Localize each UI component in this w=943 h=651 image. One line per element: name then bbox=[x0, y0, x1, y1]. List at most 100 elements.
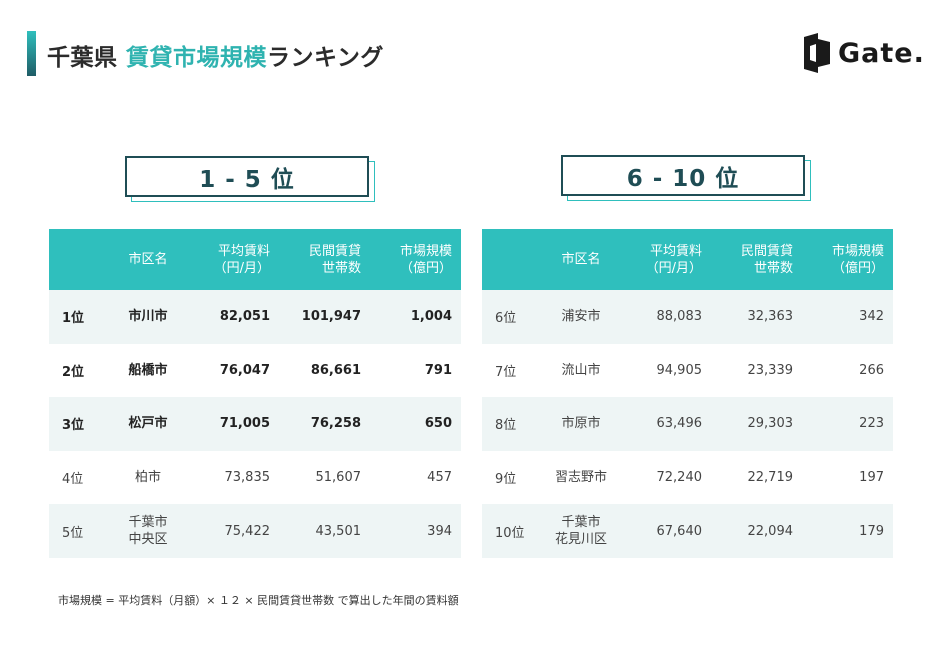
market-cell: 1,004 bbox=[370, 290, 461, 344]
rent-cell: 88,083 bbox=[620, 290, 711, 344]
table-header-row: 市区名 平均賃料 （円/月） 民間賃貸 世帯数 市場規模 （億円） bbox=[49, 229, 461, 290]
gate-logo-icon bbox=[804, 33, 830, 73]
households-cell: 32,363 bbox=[711, 290, 802, 344]
header-rent: 平均賃料 （円/月） bbox=[620, 229, 711, 290]
header-households-line2: 世帯数 bbox=[321, 260, 361, 276]
city-line2: 中央区 bbox=[128, 532, 168, 548]
title-prefix: 千葉県 bbox=[47, 45, 118, 71]
table-row: 6位 浦安市 88,083 32,363 342 bbox=[482, 290, 893, 344]
header-households: 民間賃貸 世帯数 bbox=[279, 229, 370, 290]
table-row: 8位 市原市 63,496 29,303 223 bbox=[482, 397, 893, 451]
city-cell: 浦安市 bbox=[542, 290, 620, 344]
table-row: 10位 千葉市 花見川区 67,640 22,094 179 bbox=[482, 504, 893, 558]
market-cell: 179 bbox=[802, 504, 893, 558]
table-row: 3位 松戸市 71,005 76,258 650 bbox=[49, 397, 461, 451]
city-cell: 千葉市 中央区 bbox=[109, 504, 187, 558]
title-suffix: ランキング bbox=[267, 45, 384, 71]
rent-cell: 75,422 bbox=[187, 504, 279, 558]
section-label-right: 6 - 10 位 bbox=[561, 155, 811, 201]
header-market: 市場規模 （億円） bbox=[802, 229, 893, 290]
header-rank bbox=[482, 229, 542, 290]
city-cell: 松戸市 bbox=[109, 397, 187, 451]
ranking-table-right: 市区名 平均賃料 （円/月） 民間賃貸 世帯数 市場規模 （億円） 6位 浦安市 88… bbox=[482, 229, 893, 558]
city-cell: 習志野市 bbox=[554, 470, 607, 486]
header-market-line2: （億円） bbox=[831, 260, 884, 276]
header-market: 市場規模 （億円） bbox=[370, 229, 461, 290]
ranking-table-left: 市区名 平均賃料 （円/月） 民間賃貸 世帯数 市場規模 （億円） 1位 市川市 82… bbox=[49, 229, 461, 558]
table-header-row: 市区名 平均賃料 （円/月） 民間賃貸 世帯数 市場規模 （億円） bbox=[482, 229, 893, 290]
rank-cell: 2位 bbox=[62, 364, 85, 380]
rank-cell: 5位 bbox=[49, 504, 109, 558]
market-cell: 342 bbox=[802, 290, 893, 344]
title-highlight: 賃貸市場規模 bbox=[126, 45, 268, 71]
rank-cell: 1位 bbox=[49, 290, 109, 344]
households-cell: 23,339 bbox=[747, 362, 794, 378]
households-cell: 101,947 bbox=[279, 290, 370, 344]
rank-cell: 10位 bbox=[482, 504, 542, 558]
city-cell: 市原市 bbox=[542, 397, 620, 451]
city-cell: 船橋市 bbox=[128, 362, 168, 378]
rent-cell: 72,240 bbox=[656, 470, 703, 486]
rent-cell: 71,005 bbox=[187, 397, 279, 451]
section-label-text: 6 - 10 位 bbox=[561, 155, 805, 196]
header-rent-line1: 平均賃料 bbox=[649, 243, 702, 259]
market-cell: 457 bbox=[427, 470, 452, 486]
table-row: 5位 千葉市 中央区 75,422 43,501 394 bbox=[49, 504, 461, 558]
header-households-line1: 民間賃貸 bbox=[308, 243, 361, 259]
market-cell: 650 bbox=[370, 397, 461, 451]
header-market-line1: 市場規模 bbox=[831, 243, 884, 259]
rank-cell: 7位 bbox=[495, 364, 517, 380]
rent-cell: 82,051 bbox=[187, 290, 279, 344]
table-row: 7位 流山市 94,905 23,339 266 bbox=[482, 344, 893, 398]
page-title: 千葉県 賃貸市場規模ランキング bbox=[47, 38, 384, 72]
header-city: 市区名 bbox=[109, 229, 187, 290]
rank-cell: 4位 bbox=[62, 472, 84, 488]
header-households-line2: 世帯数 bbox=[753, 260, 793, 276]
households-cell: 22,719 bbox=[747, 470, 794, 486]
city-cell: 市川市 bbox=[109, 290, 187, 344]
logo-text: Gate. bbox=[838, 37, 925, 69]
section-label-left: 1 - 5 位 bbox=[125, 156, 375, 202]
rent-cell: 63,496 bbox=[620, 397, 711, 451]
rank-cell: 6位 bbox=[482, 290, 542, 344]
city-line1: 千葉市 bbox=[128, 515, 168, 531]
households-cell: 86,661 bbox=[310, 362, 361, 378]
market-cell: 791 bbox=[424, 362, 452, 378]
households-cell: 43,501 bbox=[279, 504, 370, 558]
rent-cell: 76,047 bbox=[219, 362, 270, 378]
city-cell: 流山市 bbox=[561, 362, 601, 378]
table-row: 1位 市川市 82,051 101,947 1,004 bbox=[49, 290, 461, 344]
rent-cell: 67,640 bbox=[620, 504, 711, 558]
city-cell: 千葉市 花見川区 bbox=[542, 504, 620, 558]
section-label-text: 1 - 5 位 bbox=[125, 156, 369, 197]
header-rent-line2: （円/月） bbox=[645, 260, 702, 276]
gate-logo: Gate. bbox=[802, 33, 925, 73]
header-rent-line1: 平均賃料 bbox=[217, 243, 270, 259]
header-rank bbox=[49, 229, 109, 290]
market-cell: 223 bbox=[802, 397, 893, 451]
rank-cell: 8位 bbox=[482, 397, 542, 451]
market-cell: 197 bbox=[859, 470, 884, 486]
footnote: 市場規模 = 平均賃料（月額）× １２ × 民間賃貸世帯数 で算出した年間の賃料… bbox=[58, 594, 459, 607]
households-cell: 51,607 bbox=[315, 470, 362, 486]
rent-cell: 73,835 bbox=[224, 470, 271, 486]
rank-cell: 9位 bbox=[495, 472, 517, 488]
households-cell: 29,303 bbox=[711, 397, 802, 451]
table-row: 4位 柏市 73,835 51,607 457 bbox=[49, 451, 461, 505]
header-rent: 平均賃料 （円/月） bbox=[187, 229, 279, 290]
table-row: 9位 習志野市 72,240 22,719 197 bbox=[482, 451, 893, 505]
rank-cell: 3位 bbox=[49, 397, 109, 451]
city-line2: 花見川区 bbox=[554, 532, 607, 548]
market-cell: 266 bbox=[859, 362, 884, 378]
households-cell: 76,258 bbox=[279, 397, 370, 451]
header-households: 民間賃貸 世帯数 bbox=[711, 229, 802, 290]
rent-cell: 94,905 bbox=[656, 362, 703, 378]
city-cell: 柏市 bbox=[134, 470, 161, 486]
header-rent-line2: （円/月） bbox=[213, 260, 270, 276]
households-cell: 22,094 bbox=[711, 504, 802, 558]
title-accent-bar bbox=[27, 31, 36, 76]
market-cell: 394 bbox=[370, 504, 461, 558]
header-households-line1: 民間賃貸 bbox=[740, 243, 793, 259]
header-market-line1: 市場規模 bbox=[399, 243, 452, 259]
header-market-line2: （億円） bbox=[399, 260, 452, 276]
